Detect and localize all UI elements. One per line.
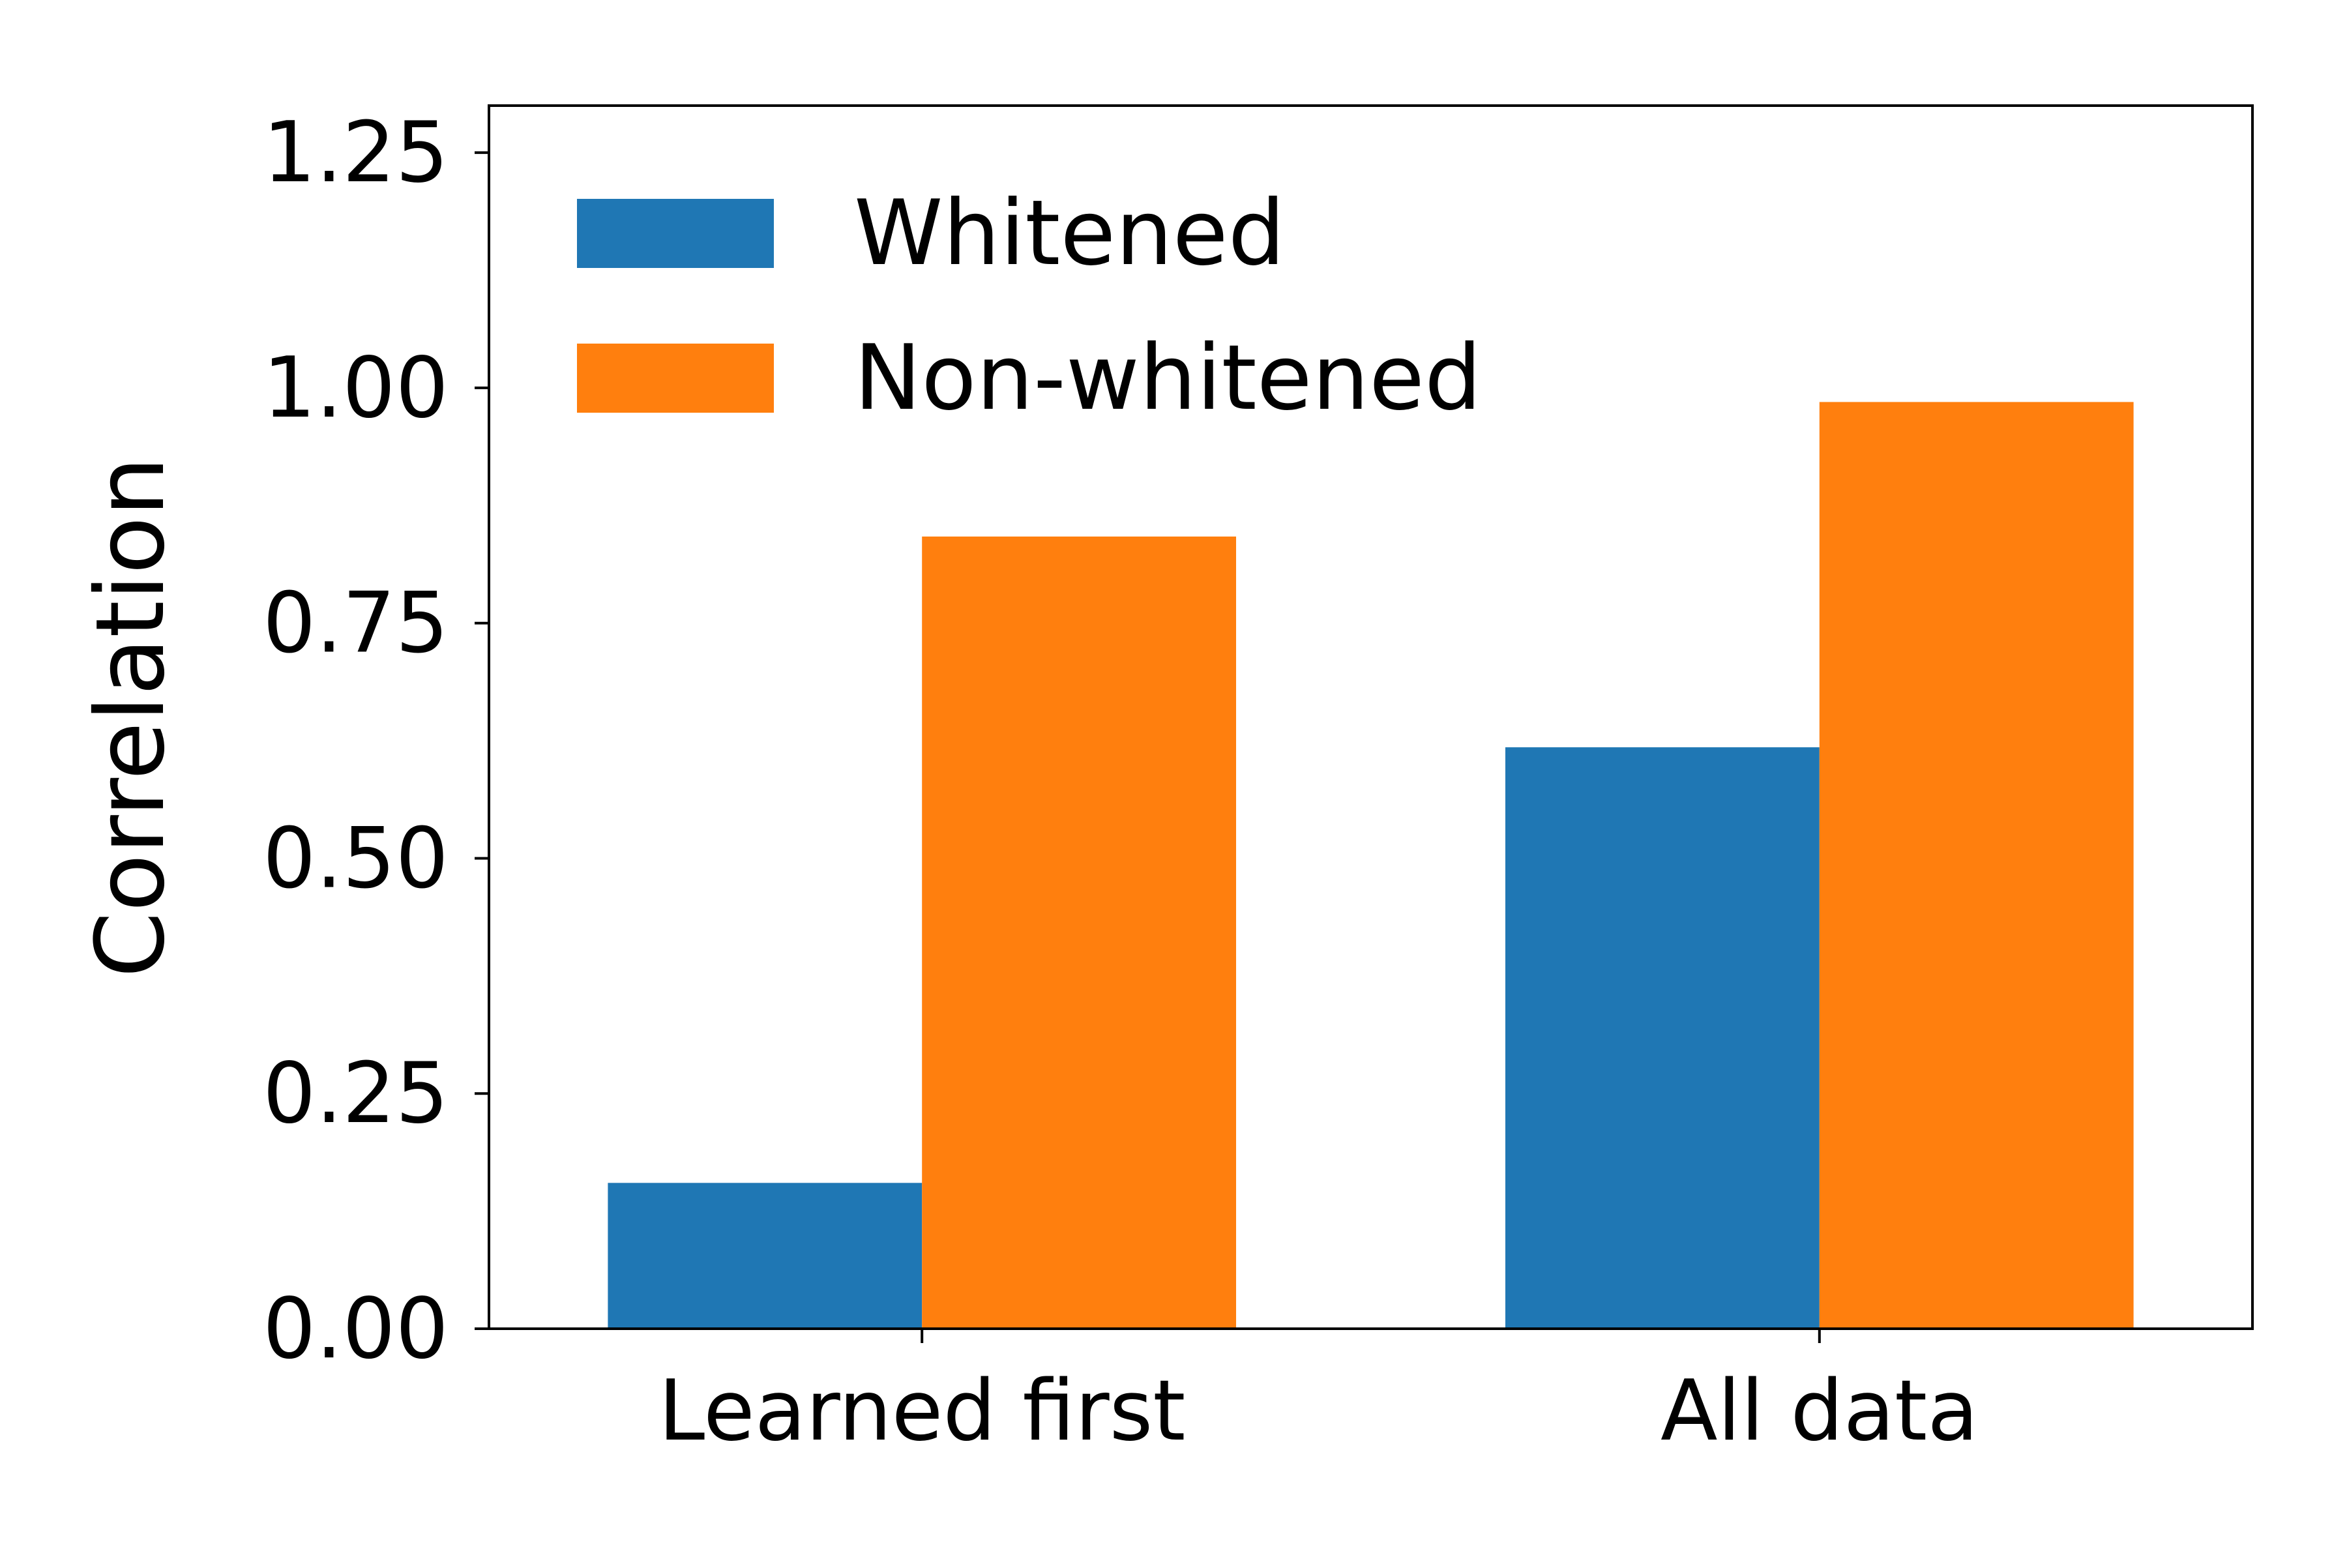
bar-whitened-0: [608, 1183, 923, 1329]
legend-label: Whitened: [854, 181, 1285, 286]
y-tick-label: 0.75: [263, 575, 449, 672]
bar-whitened-1: [1505, 747, 1820, 1329]
legend: Whitened Non-whitened: [577, 181, 1482, 430]
y-tick-label: 0.50: [263, 810, 449, 907]
bar-non-whitened-1: [1819, 402, 2134, 1329]
bar-non-whitened-0: [922, 536, 1237, 1329]
plot-frame: [488, 104, 2254, 1330]
y-tick-label: 1.25: [263, 104, 449, 201]
x-tick-label: Learned first: [658, 1363, 1186, 1460]
y-tick-label: 1.00: [263, 340, 449, 437]
legend-swatch: [577, 199, 774, 268]
y-axis-label: Correlation: [76, 456, 186, 978]
y-tick-label: 0.25: [263, 1045, 449, 1142]
bars-layer: [608, 402, 2134, 1329]
x-axis: Learned first All data: [658, 1329, 1979, 1460]
legend-label: Non-whitened: [854, 325, 1482, 430]
y-axis: 0.00 0.25 0.50 0.75 1.00 1.25: [263, 104, 489, 1378]
y-tick-label: 0.00: [263, 1280, 449, 1378]
x-tick-label: All data: [1661, 1363, 1979, 1460]
legend-swatch: [577, 344, 774, 413]
